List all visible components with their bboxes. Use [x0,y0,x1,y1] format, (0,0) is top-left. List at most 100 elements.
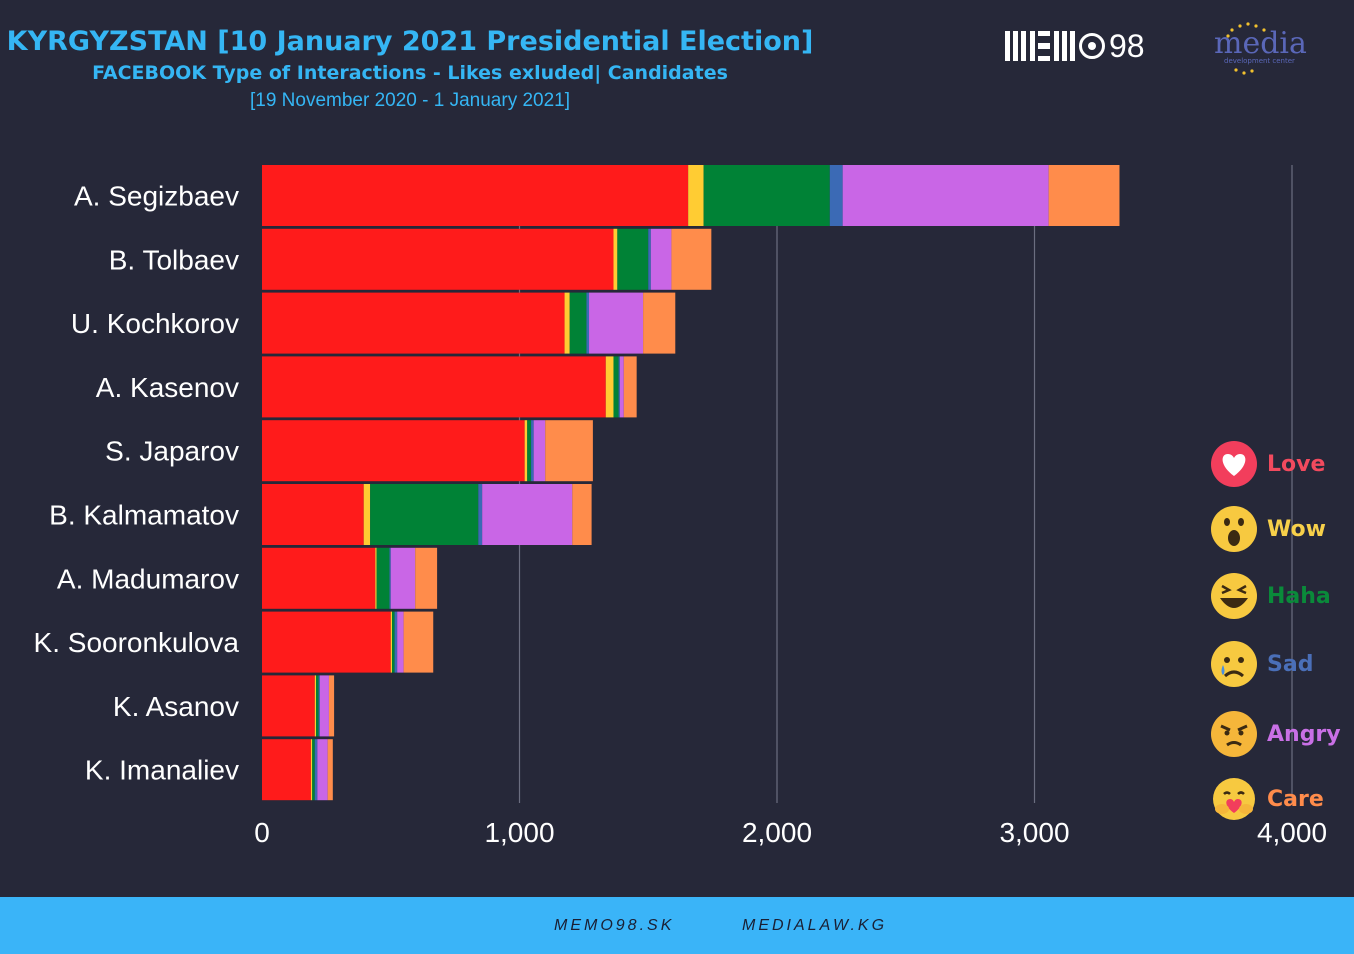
bar-segment-love [262,356,606,418]
stacked-bar-chart: A. Segizbaev B. Tolbaev U. Kochkorov A. Kas… [34,165,1327,848]
bar-segment-love [262,547,376,609]
bar-segment-sad [531,420,534,482]
bar-segment-care [328,675,335,737]
bar-segment-wow [390,611,393,673]
bar-segment-love [262,739,311,801]
bar-segment-care [671,228,712,290]
memo-m-glyph [1005,31,1026,61]
bar-segment-haha [617,228,649,290]
category-label: K. Asanov [113,691,239,722]
bar-segment-care [623,356,637,418]
wow-emoji-icon [1211,506,1257,552]
category-label: A. Kasenov [96,372,239,403]
bar-segment-wow [688,165,704,226]
bar-segment-angry [589,292,644,354]
x-axis-ticks: 0 1,000 2,000 3,000 4,000 [254,817,1327,848]
bar-segment-angry [317,739,328,801]
media-logo-subtext: development center [1224,57,1295,65]
bar-segment-haha [316,675,319,737]
legend-item-wow: Wow [1205,505,1354,555]
media-development-center-logo[interactable]: media development center [1212,20,1327,75]
bar-segment-haha [703,165,830,226]
bar-segment-wow [605,356,614,418]
love-emoji-icon [1211,441,1257,487]
bar-segment-care [572,484,592,545]
bar-segment-wow [564,292,570,354]
category-label: U. Kochkorov [71,308,239,339]
x-tick-label: 3,000 [999,817,1069,848]
bar-segment-haha [569,292,587,354]
media-logo-text: media [1214,26,1307,61]
category-labels: A. Segizbaev B. Tolbaev U. Kochkorov A. Kas… [34,181,240,786]
legend-item-sad: Sad [1205,640,1354,690]
bar-segment-sad [618,356,620,418]
care-emoji-icon [1213,778,1255,820]
bar-segment-angry [397,611,404,673]
bar-segment-sad [478,484,483,545]
bar-segment-haha [312,739,315,801]
category-label: A. Madumarov [57,563,239,594]
memo-o-icon [1079,33,1105,59]
legend-label-love: Love [1267,452,1326,477]
bar-segment-sad [389,547,391,609]
bar-segment-sad [586,292,590,354]
legend-label-angry: Angry [1267,722,1341,747]
x-tick-label: 4,000 [1257,817,1327,848]
date-range: [19 November 2020 - 1 January 2021] [249,90,571,111]
memo-e-glyph [1030,31,1050,61]
bar-segment-wow [314,675,317,737]
bar-segment-care [643,292,676,354]
bar-segment-wow [363,484,371,545]
bar-segment-wow [375,547,377,609]
bar-segment-haha [376,547,390,609]
bar-segment-care [403,611,434,673]
x-tick-label: 1,000 [484,817,554,848]
footer-bar: MEMO98.SK MEDIALAW.KG [0,897,1354,954]
bars [262,165,1120,801]
sad-emoji-icon [1211,641,1257,687]
bar-segment-love [262,675,315,737]
category-label: K. Imanaliev [85,755,239,786]
footer-link-medialaw[interactable]: MEDIALAW.KG [742,917,888,934]
bar-segment-angry [533,420,546,482]
legend-label-care: Care [1267,787,1324,812]
legend-item-love: Love [1205,440,1354,490]
bar-segment-sad [394,611,398,673]
bar-segment-angry [842,165,1049,226]
x-tick-label: 0 [254,817,270,848]
bar-segment-wow [524,420,528,482]
x-tick-label: 2,000 [742,817,812,848]
footer-link-memo98[interactable]: MEMO98.SK [554,917,675,934]
bar-segment-angry [619,356,624,418]
category-label: K. Sooronkulova [34,627,240,658]
bar-segment-haha [370,484,479,545]
bar-segment-care [1048,165,1120,226]
angry-emoji-icon [1211,711,1257,757]
bar-segment-sad [314,739,318,801]
media-logo-dots-icon [1226,22,1266,75]
haha-emoji-icon [1211,573,1257,619]
bar-segment-love [262,611,391,673]
bar-segment-haha [392,611,395,673]
bar-segment-love [262,484,364,545]
bar-segment-wow [310,739,313,801]
category-label: B. Kalmamatov [49,500,239,531]
bar-segment-angry [319,675,329,737]
legend-item-care: Care [1205,775,1354,825]
bar-segment-angry [650,228,672,290]
bar-segment-haha [527,420,532,482]
category-label: A. Segizbaev [74,181,239,212]
chart-title: KYRGYZSTAN [10 January 2021 Presidential… [6,26,814,57]
legend-label-haha: Haha [1267,584,1331,609]
bar-segment-care [545,420,593,482]
category-label: B. Tolbaev [109,244,239,275]
bar-segment-sad [648,228,651,290]
legend-label-wow: Wow [1267,517,1326,542]
chart-subtitle: FACEBOOK Type of Interactions - Likes ex… [92,62,728,84]
legend-item-angry: Angry [1205,710,1354,760]
memo-m2-glyph [1054,31,1075,61]
category-label: S. Japarov [105,436,239,467]
memo98-logo[interactable]: 98 [1005,30,1145,62]
bar-segment-love [262,420,525,482]
memo-98-text: 98 [1109,28,1145,64]
